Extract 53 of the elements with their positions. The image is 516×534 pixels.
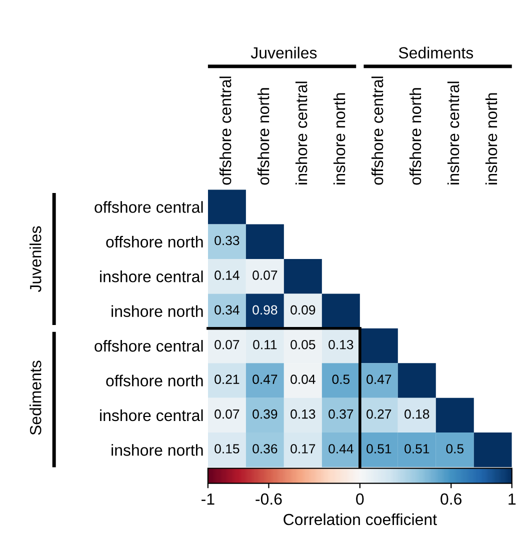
data-label: 0.17 (290, 444, 316, 454)
text: Juveniles (30, 226, 42, 292)
data-label: 0.44 (328, 444, 354, 454)
color-bar-label: -0.6 (256, 493, 282, 505)
data-label: 0.47 (252, 374, 278, 384)
data-label: 0.07 (214, 340, 240, 350)
data-label: 0.33 (214, 236, 240, 246)
data-label: 0.09 (290, 305, 316, 315)
y-tick-label: offshore north (106, 374, 203, 386)
color-bar-label: -1 (202, 494, 214, 505)
x-tick-label: inshore central (295, 82, 308, 184)
data-label: 0.39 (252, 409, 278, 419)
text: Sediments (30, 360, 42, 435)
data-label: 0.34 (214, 305, 240, 315)
data-label: 0.98 (252, 305, 278, 315)
data-label: 0.51 (366, 444, 392, 454)
data-label: 0.13 (290, 409, 316, 419)
x-tick-label: offshore central (371, 76, 384, 185)
data-label: 0.05 (290, 340, 316, 350)
color-bar-label: 1 (508, 494, 516, 505)
data-label: 0.5 (446, 444, 464, 454)
x-tick-label: inshore north (485, 93, 498, 184)
x-tick-label: offshore north (409, 88, 422, 185)
y-tick-label: inshore north (112, 305, 203, 317)
y-tick-label: inshore central (100, 409, 203, 422)
data-label: 0.15 (214, 444, 240, 454)
y-tick-label: inshore north (112, 444, 203, 456)
data-label: 0.51 (404, 444, 430, 454)
text: Juveniles (250, 46, 317, 58)
data-label: 0.04 (290, 374, 316, 384)
color-bar-label: 0 (356, 493, 364, 505)
y-tick-label: inshore central (100, 270, 203, 282)
data-label: 0.07 (214, 409, 240, 419)
y-tick-label: offshore central (94, 340, 203, 352)
data-label: 0.13 (328, 340, 354, 350)
text: Sediments (398, 46, 474, 58)
y-tick-label: offshore north (106, 236, 203, 248)
data-label: 0.37 (328, 409, 354, 419)
x-tick-label: inshore central (447, 82, 460, 184)
data-label: 0.18 (404, 409, 430, 419)
color-bar-label: 0.6 (440, 493, 462, 505)
y-tick-label: offshore central (94, 201, 203, 213)
color-bar-title: Correlation coefficient (284, 513, 437, 526)
x-tick-label: inshore north (333, 93, 346, 184)
data-label: 0.14 (214, 270, 240, 280)
data-label: 0.11 (253, 340, 277, 350)
x-tick-label: offshore north (257, 88, 270, 185)
data-label: 0.36 (252, 444, 278, 454)
data-label: 0.47 (366, 374, 392, 384)
data-label: 0.5 (332, 374, 350, 384)
data-label: 0.27 (366, 409, 392, 419)
data-label: 0.07 (252, 270, 278, 280)
data-label: 0.21 (214, 374, 240, 384)
